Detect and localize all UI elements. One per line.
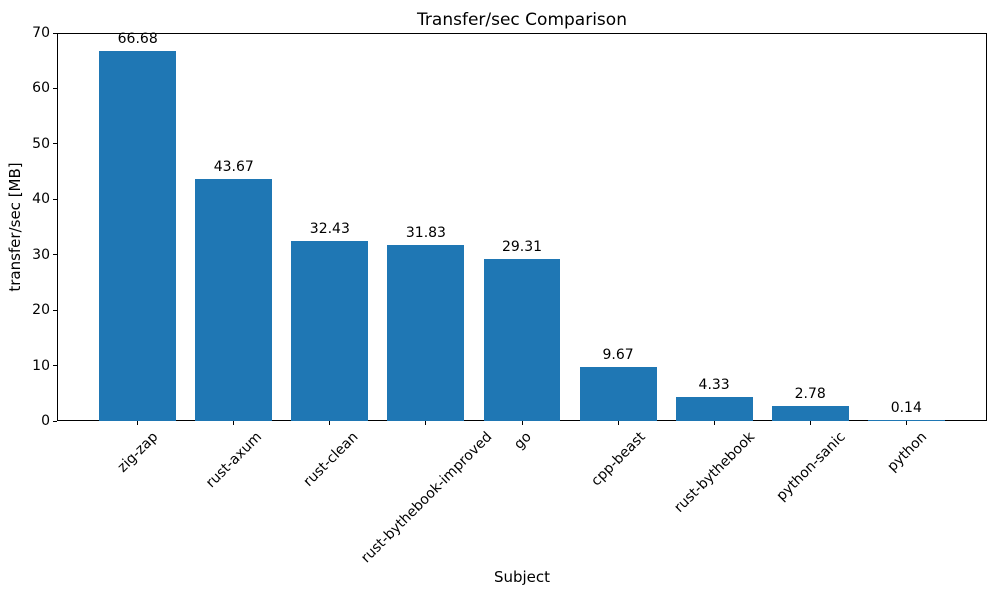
x-tick-mark: [809, 421, 811, 425]
x-tick-label: rust-bythebook-improved: [358, 429, 496, 567]
y-tick-label: 60: [32, 80, 50, 97]
y-tick-mark: [53, 254, 57, 256]
bar-value-label: 32.43: [309, 221, 350, 238]
bar-go: [483, 258, 561, 421]
x-tick-label: zig-zap: [115, 429, 162, 476]
x-tick-mark: [521, 421, 523, 425]
y-tick-label: 10: [32, 357, 50, 374]
y-tick-mark: [53, 32, 57, 34]
bar-value-label: 2.78: [794, 385, 826, 402]
x-tick-mark: [617, 421, 619, 425]
bar-value-label: 66.68: [117, 31, 158, 48]
bar-python-sanic: [771, 405, 849, 421]
bar-value-label: 0.14: [890, 400, 922, 417]
bar-value-label: 9.67: [602, 347, 634, 364]
x-tick-mark: [233, 421, 235, 425]
y-tick-mark: [53, 198, 57, 200]
bar-zig-zap: [99, 51, 177, 421]
x-tick-label: python-sanic: [773, 429, 849, 505]
bar-rust-clean: [291, 241, 369, 421]
x-tick-label: python: [884, 429, 930, 475]
y-axis-label: transfer/sec [MB]: [6, 162, 24, 292]
bar-value-label: 29.31: [501, 238, 543, 255]
y-tick-mark: [53, 87, 57, 89]
x-tick-mark: [137, 421, 139, 425]
bar-value-label: 43.67: [213, 158, 254, 175]
y-tick-mark: [53, 143, 57, 145]
x-tick-label: rust-bythebook: [671, 429, 759, 516]
y-tick-label: 20: [32, 302, 50, 319]
x-tick-label: cpp-beast: [588, 429, 649, 490]
x-tick-label: rust-axum: [203, 429, 266, 492]
x-axis-label: Subject: [493, 568, 551, 586]
chart-title: Transfer/sec Comparison: [417, 10, 627, 30]
y-tick-mark: [53, 309, 57, 311]
bar-cpp-beast: [579, 367, 657, 421]
x-tick-label: rust-clean: [300, 429, 361, 490]
y-tick-label: 40: [32, 191, 50, 208]
bar-rust-bythebook: [675, 396, 753, 421]
x-tick-mark: [329, 421, 331, 425]
y-tick-label: 50: [32, 135, 50, 152]
bar-python: [867, 420, 945, 422]
y-tick-mark: [53, 420, 57, 422]
bar-value-label: 4.33: [698, 376, 730, 393]
x-tick-mark: [905, 421, 907, 425]
y-tick-label: 70: [32, 25, 50, 41]
x-tick-mark: [713, 421, 715, 425]
y-tick-mark: [53, 365, 57, 367]
bar-rust-bythebook-improved: [387, 244, 465, 421]
x-tick-mark: [425, 421, 427, 425]
bar-value-label: 31.83: [405, 224, 446, 241]
bar-rust-axum: [195, 178, 273, 421]
y-tick-label: 0: [41, 413, 50, 429]
y-tick-label: 30: [32, 246, 50, 263]
x-tick-label: go: [510, 429, 535, 453]
